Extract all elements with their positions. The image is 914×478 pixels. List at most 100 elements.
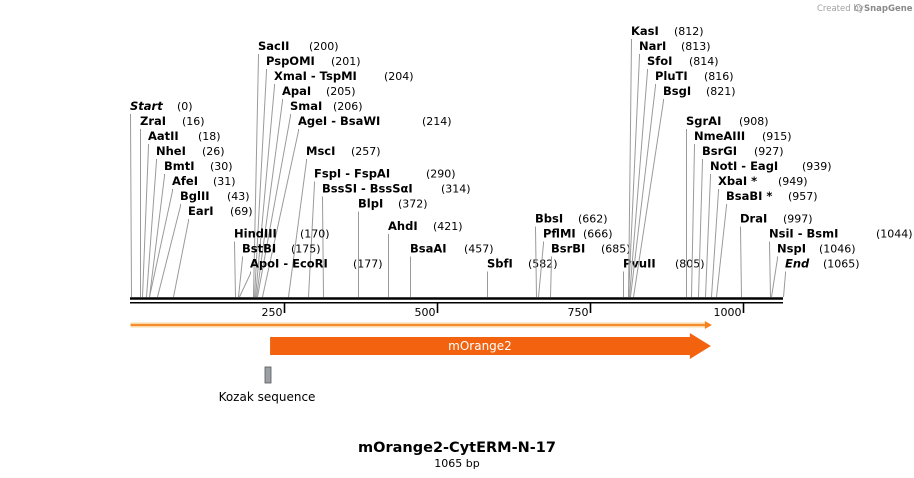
site-name: BsrGI (702, 144, 737, 158)
site-position: (908) (739, 115, 769, 128)
ruler-tick-label: 250 (262, 306, 283, 319)
site-pflmi[interactable]: PflMI (666) (538, 227, 613, 298)
site-name: EarI (188, 204, 214, 218)
site-name: BglII (180, 189, 210, 203)
feature-morange2[interactable]: mOrange2 (270, 333, 711, 359)
site-pspomi[interactable]: PspOMI (201) (254, 54, 361, 298)
site-bbsi[interactable]: BbsI (662) (535, 212, 608, 298)
site-name: XbaI * (718, 174, 757, 188)
site-name: FspI - FspAI (314, 167, 390, 181)
site-ahdi[interactable]: AhdI (421) (388, 219, 463, 297)
site-apoi-ecori[interactable]: ApoI - EcoRI (177) (239, 257, 383, 298)
site-bglii[interactable]: BglII (43) (157, 189, 250, 298)
site-name: PflMI (543, 227, 576, 241)
site-position: (257) (351, 145, 381, 158)
site-kasi[interactable]: KasI (812) (628, 24, 704, 298)
site-position: (16) (182, 115, 205, 128)
site-leader-line (288, 159, 307, 298)
kozak-box[interactable] (264, 366, 272, 384)
site-leader-line (783, 271, 786, 298)
site-nari[interactable]: NarI (813) (628, 39, 711, 298)
site-bsrbi[interactable]: BsrBI (685) (550, 242, 631, 298)
site-position: (69) (230, 205, 253, 218)
site-leader-line (234, 241, 236, 298)
site-leader-line (255, 84, 275, 298)
site-bsabi[interactable]: BsaBI * (957) (716, 189, 818, 298)
site-name: PvuII (623, 257, 656, 271)
site-position: (666) (583, 228, 613, 241)
site-position: (957) (788, 190, 818, 203)
site-hindiii[interactable]: HindIII (170) (234, 227, 330, 298)
site-eari[interactable]: EarI (69) (173, 204, 253, 298)
site-start[interactable]: Start (0) (130, 99, 193, 298)
site-name: Start (130, 99, 163, 113)
site-position: (201) (331, 55, 361, 68)
site-sbfi[interactable]: SbfI (582) (487, 257, 558, 298)
site-position: (805) (675, 258, 705, 271)
site-name: AatII (148, 129, 179, 143)
morange2-arrow-shape[interactable] (270, 333, 711, 359)
map-length: 1065 bp (434, 457, 479, 470)
site-position: (290) (426, 168, 456, 181)
site-name: NmeAIII (694, 129, 745, 143)
site-sfoi[interactable]: SfoI (814) (629, 54, 719, 298)
site-name: PluTI (655, 69, 688, 83)
site-nhei[interactable]: NheI (26) (146, 144, 225, 298)
site-bsssi-bsss-i[interactable]: BssSI - BssSαI (314) (322, 182, 471, 298)
ruler-tick-label: 1000 (714, 306, 742, 319)
site-position: (204) (384, 70, 414, 83)
site-leader-line (173, 219, 189, 298)
site-leader-line (705, 174, 711, 298)
feature-kozak[interactable]: Kozak sequence (219, 366, 316, 404)
site-name: BsaAI (410, 242, 447, 256)
site-blpi[interactable]: BlpI (372) (358, 197, 428, 298)
site-bstbi[interactable]: BstBI (175) (238, 242, 321, 298)
site-leader-line (322, 196, 324, 298)
site-name: DraI (740, 212, 767, 226)
site-name: NotI - EagI (710, 159, 778, 173)
site-bsrgi[interactable]: BsrGI (927) (698, 144, 784, 298)
site-name: AfeI (172, 174, 198, 188)
credit-brand: SnapGene (864, 4, 913, 14)
site-name: End (785, 257, 810, 271)
site-agei-bsawi[interactable]: AgeI - BsaWI (214) (262, 114, 452, 298)
site-smai[interactable]: SmaI (206) (257, 99, 363, 298)
site-leader-line (628, 54, 640, 298)
snapgene-logo-icon (854, 4, 863, 12)
site-pluti[interactable]: PluTI (816) (630, 69, 734, 298)
site-position: (814) (689, 55, 719, 68)
site-name: ApaI (282, 84, 311, 98)
site-pvuii[interactable]: PvuII (805) (623, 257, 705, 298)
site-position: (939) (802, 160, 832, 173)
site-afei[interactable]: AfeI (31) (149, 174, 236, 298)
site-end[interactable]: End (1065) (783, 257, 860, 298)
features: mOrange2 Kozak sequence (219, 333, 711, 404)
site-name: BsgI (663, 84, 691, 98)
site-zrai[interactable]: ZraI (16) (140, 114, 205, 297)
site-msci[interactable]: MscI (257) (288, 144, 381, 298)
site-position: (582) (528, 258, 558, 271)
site-drai[interactable]: DraI (997) (740, 212, 813, 298)
site-noti-eagi[interactable]: NotI - EagI (939) (705, 159, 832, 298)
site-bmti[interactable]: BmtI (30) (149, 159, 233, 298)
site-bsaai[interactable]: BsaAI (457) (410, 242, 494, 298)
site-name: AhdI (388, 219, 418, 233)
site-apai[interactable]: ApaI (205) (256, 84, 356, 298)
site-name: SgrAI (686, 114, 721, 128)
site-position: (200) (309, 40, 339, 53)
site-sgrai[interactable]: SgrAI (908) (686, 114, 769, 297)
ruler-tick-label: 750 (568, 306, 589, 319)
site-sacii[interactable]: SacII (200) (253, 39, 339, 298)
site-nsii-bsmi[interactable]: NsiI - BsmI (1044) (769, 227, 913, 298)
site-bsgi[interactable]: BsgI (821) (633, 84, 736, 298)
site-xbai[interactable]: XbaI * (949) (711, 174, 808, 298)
site-position: (1046) (819, 243, 856, 256)
site-nspi[interactable]: NspI (1046) (771, 242, 856, 298)
site-xmai-tspmi[interactable]: XmaI - TspMI (204) (255, 69, 414, 298)
orf-arrowhead (704, 321, 712, 329)
site-nmeaiii[interactable]: NmeAIII (915) (691, 129, 792, 298)
site-aatii[interactable]: AatII (18) (142, 129, 221, 298)
ruler: 250 500 750 1000 (262, 303, 745, 319)
site-fspi-fspai[interactable]: FspI - FspAI (290) (308, 167, 456, 298)
